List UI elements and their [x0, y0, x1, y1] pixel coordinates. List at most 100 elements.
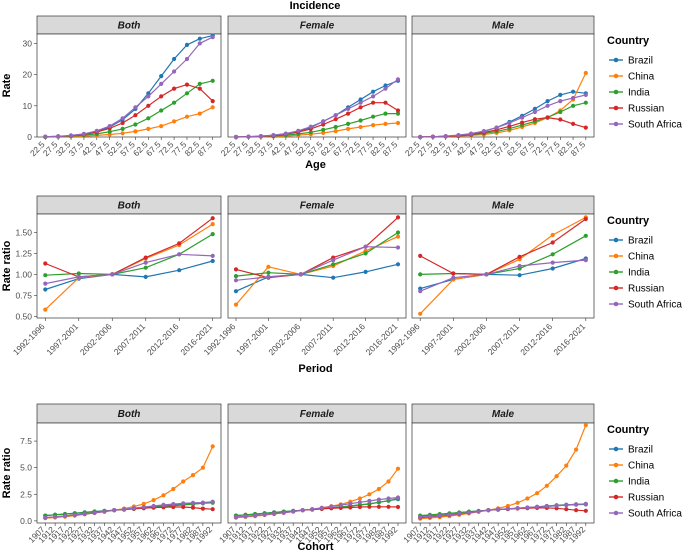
data-point	[141, 504, 146, 510]
legend: Country Brazil China India Russian South Afri…	[607, 424, 682, 520]
data-point	[357, 500, 362, 505]
data-point	[574, 502, 579, 507]
data-point	[181, 479, 186, 484]
x-tick-label: 2016-2021	[551, 321, 587, 357]
data-point	[558, 109, 563, 115]
data-point	[484, 272, 489, 277]
data-point	[296, 128, 301, 133]
data-point	[331, 262, 336, 267]
data-point	[133, 129, 138, 134]
legend-key-point	[613, 510, 619, 516]
data-point	[507, 124, 512, 129]
data-point	[159, 74, 164, 79]
legend-label: South Africa	[628, 509, 682, 520]
data-point	[102, 509, 107, 514]
data-point	[451, 271, 456, 276]
data-point	[200, 506, 205, 511]
legend-entry-russian: Russian	[609, 104, 664, 115]
facet-label: Male	[492, 201, 515, 212]
legend-entry-brazil: Brazil	[609, 56, 653, 67]
data-point	[133, 113, 138, 118]
data-point	[321, 122, 326, 127]
data-point	[520, 120, 525, 125]
legend-entry-china: China	[609, 461, 655, 472]
data-point	[310, 507, 315, 512]
data-point	[197, 111, 202, 116]
data-point	[210, 105, 215, 110]
series-line-russian	[45, 217, 214, 278]
data-point	[358, 100, 363, 105]
data-point	[545, 103, 550, 108]
data-point	[338, 503, 343, 508]
data-point	[481, 129, 486, 134]
data-point	[181, 501, 186, 506]
data-point	[383, 111, 388, 116]
series-south-africa	[418, 92, 588, 140]
data-point	[177, 241, 182, 246]
data-point	[107, 129, 112, 134]
data-point	[177, 268, 182, 273]
data-point	[357, 504, 362, 510]
data-point	[367, 492, 372, 497]
data-point	[371, 123, 376, 128]
series-india	[233, 230, 401, 279]
data-point	[122, 507, 127, 512]
data-point	[233, 134, 239, 140]
data-point	[383, 100, 388, 105]
data-point	[466, 510, 471, 515]
legend-label: South Africa	[628, 300, 682, 311]
data-point	[43, 134, 48, 139]
data-point	[550, 232, 555, 238]
data-point	[571, 121, 576, 126]
data-point	[120, 131, 125, 136]
data-point	[363, 244, 368, 249]
data-point	[418, 272, 423, 277]
panel-area	[411, 33, 595, 138]
data-point	[120, 116, 125, 121]
data-point	[210, 258, 215, 264]
series-line-russian	[235, 216, 399, 279]
legend-entry-india: India	[609, 88, 650, 99]
data-point	[197, 41, 202, 46]
data-point	[210, 507, 215, 512]
data-point	[554, 503, 559, 508]
data-point	[233, 515, 239, 520]
data-point	[583, 92, 588, 97]
data-point	[346, 111, 351, 116]
data-point	[110, 272, 115, 277]
legend-label: Russian	[628, 104, 664, 115]
data-point	[210, 216, 215, 221]
legend: Country Brazil China India Russian South Afri…	[607, 35, 682, 131]
data-point	[291, 509, 296, 514]
data-point	[517, 254, 522, 259]
data-point	[357, 496, 362, 501]
y-axis-title: Rate ratio	[1, 447, 13, 498]
data-point	[520, 115, 525, 120]
data-point	[367, 498, 372, 503]
x-tick-label: 1992-1996	[11, 321, 47, 357]
data-point	[266, 264, 271, 269]
legend-label: China	[628, 461, 655, 472]
series-line-south-africa	[45, 36, 213, 138]
data-point	[143, 274, 148, 279]
data-point	[574, 508, 579, 513]
x-tick-label: 2012-2016	[145, 321, 181, 357]
data-point	[371, 89, 376, 94]
legend-key-point	[613, 494, 619, 500]
panel-female: Female1992-19961997-20012002-20062007-20…	[202, 195, 407, 357]
data-point	[395, 111, 401, 116]
legend-key-point	[613, 478, 619, 484]
y-tick-label: 1.25	[15, 248, 32, 258]
data-point	[395, 495, 401, 500]
data-point	[333, 117, 338, 122]
data-point	[443, 134, 448, 139]
data-point	[583, 258, 588, 263]
legend-label: Russian	[628, 493, 664, 504]
data-point	[395, 466, 401, 471]
data-point	[329, 504, 334, 509]
data-point	[262, 512, 267, 517]
legend-label: Brazil	[628, 236, 653, 247]
legend-key-point	[613, 57, 619, 63]
data-point	[571, 89, 576, 94]
data-point	[146, 91, 151, 96]
